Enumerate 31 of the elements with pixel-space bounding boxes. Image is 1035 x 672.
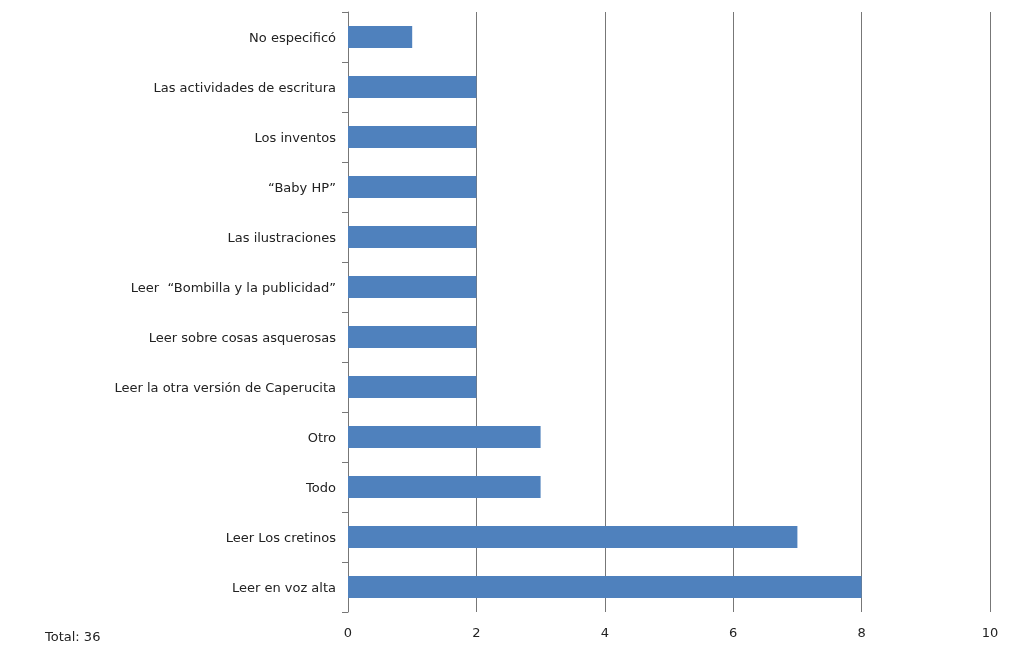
y-tick-label: No especificó — [249, 29, 337, 45]
bar — [348, 276, 477, 298]
bar — [348, 176, 477, 198]
x-tick-label: 0 — [343, 625, 353, 640]
y-tick-label: Leer la otra versión de Caperucita — [114, 379, 336, 395]
bar — [348, 26, 413, 48]
y-tick-label: Todo — [305, 479, 337, 495]
y-tick-label: Las actividades de escritura — [153, 79, 336, 95]
bar — [348, 226, 477, 248]
bar — [348, 476, 541, 498]
bar — [348, 426, 541, 448]
bar — [348, 326, 477, 348]
bar — [348, 126, 477, 148]
y-tick-label: Leer sobre cosas asquerosas — [148, 329, 337, 345]
x-tick-label: 8 — [857, 625, 866, 640]
y-tick-label: Leer “Bombilla y la publicidad” — [130, 279, 336, 295]
x-tick-label: 4 — [600, 625, 609, 640]
bar — [348, 376, 477, 398]
y-tick-label: Otro — [307, 429, 337, 445]
text: Total: 36 — [44, 629, 101, 644]
x-tick-label: 2 — [472, 625, 481, 640]
y-tick-label: Leer Los cretinos — [225, 529, 337, 545]
y-tick-label: Las ilustraciones — [227, 229, 337, 245]
y-tick-label: Leer en voz alta — [231, 579, 336, 595]
bar — [348, 526, 798, 548]
x-tick-label: 6 — [729, 625, 738, 640]
bar — [348, 76, 477, 98]
x-tick-label: 10 — [981, 625, 999, 640]
bar — [348, 576, 862, 598]
y-tick-label: “Baby HP” — [268, 179, 336, 195]
y-tick-label: Los inventos — [254, 129, 337, 145]
